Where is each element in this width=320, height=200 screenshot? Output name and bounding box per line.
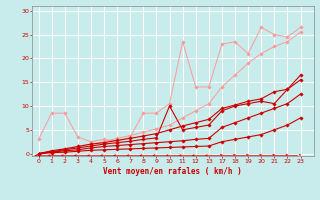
X-axis label: Vent moyen/en rafales ( km/h ): Vent moyen/en rafales ( km/h ) (103, 167, 242, 176)
